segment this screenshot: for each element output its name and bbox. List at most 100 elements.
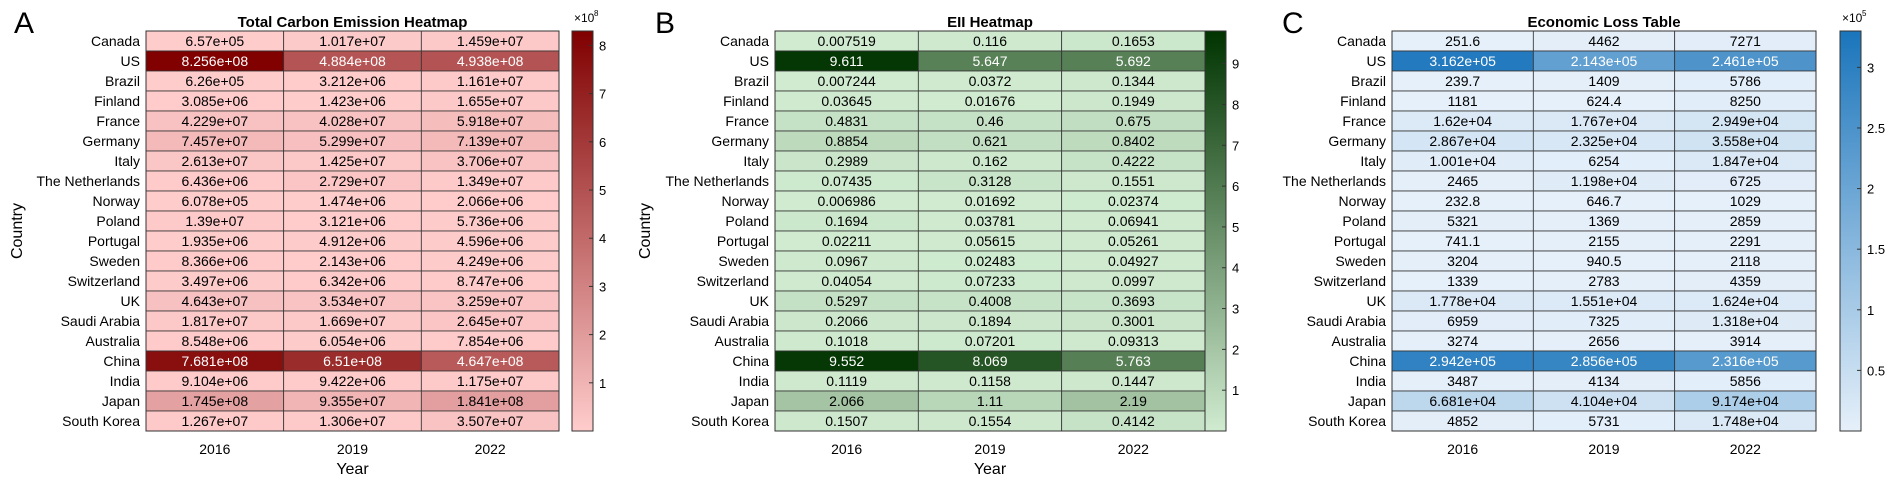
cell-label: 232.8 (1445, 193, 1480, 209)
cell-label: 0.4008 (969, 293, 1012, 309)
cell-label: 0.01692 (965, 193, 1016, 209)
cell-label: 1.847e+04 (1712, 153, 1779, 169)
panel-c-title: Economic Loss Table (1527, 14, 1680, 31)
cell-label: 6.078e+05 (182, 193, 249, 209)
cell-label: 251.6 (1445, 33, 1480, 49)
cell-label: 0.02211 (822, 233, 872, 249)
cell-label: 0.03781 (965, 213, 1016, 229)
colorbar-tick-label: 8 (1232, 97, 1239, 112)
cell-label: 4.912e+06 (319, 233, 386, 249)
colorbar-tick-label: 1.5 (1867, 242, 1885, 257)
country-tick-label: Japan (102, 393, 140, 409)
cell-label: 7271 (1730, 33, 1761, 49)
cell-label: 0.8402 (1112, 133, 1155, 149)
cell-label: 0.06941 (1108, 213, 1159, 229)
cell-label: 4.028e+07 (319, 113, 386, 129)
country-tick-label: France (96, 113, 140, 129)
cell-label: 5.299e+07 (319, 133, 386, 149)
cell-label: 9.174e+04 (1712, 393, 1779, 409)
cell-label: 4.647e+08 (457, 353, 524, 369)
cell-label: 1.267e+07 (182, 413, 249, 429)
cell-label: 2.856e+05 (1571, 353, 1638, 369)
country-tick-label: Finland (1340, 93, 1386, 109)
year-tick-label: 2022 (1730, 441, 1761, 457)
cell-label: 6.436e+06 (182, 173, 249, 189)
cell-label: 0.4831 (825, 113, 868, 129)
panel-a-colorbar-multiplier: ×10 (574, 11, 595, 25)
cell-label: 0.1018 (825, 333, 868, 349)
cell-label: 0.1119 (826, 373, 867, 389)
cell-label: 2.867e+04 (1429, 133, 1496, 149)
panel-a-colorbar (571, 30, 594, 432)
cell-label: 1.39e+07 (185, 213, 244, 229)
cell-label: 1339 (1447, 273, 1478, 289)
year-tick-label: 2022 (1118, 441, 1149, 457)
cell-label: 3.121e+06 (319, 213, 386, 229)
country-tick-label: Italy (1360, 153, 1386, 169)
cell-label: 0.1694 (825, 213, 868, 229)
country-tick-label: China (732, 353, 769, 369)
cell-label: 5.647 (972, 53, 1007, 69)
cell-label: 5.918e+07 (457, 113, 524, 129)
cell-label: 6254 (1588, 153, 1619, 169)
cell-label: 0.3001 (1112, 313, 1155, 329)
cell-label: 0.07233 (965, 273, 1016, 289)
cell-label: 0.2066 (825, 313, 868, 329)
cell-label: 0.2989 (825, 153, 868, 169)
cell-label: 1.318e+04 (1712, 313, 1779, 329)
country-tick-label: Canada (720, 33, 769, 49)
cell-label: 0.5297 (825, 293, 868, 309)
cell-label: 8250 (1730, 93, 1761, 109)
cell-label: 5.736e+06 (457, 213, 524, 229)
cell-label: 3274 (1447, 333, 1478, 349)
cell-label: 1409 (1588, 73, 1619, 89)
cell-label: 0.02374 (1108, 193, 1159, 209)
cell-label: 3.162e+05 (1429, 53, 1496, 69)
cell-label: 0.04927 (1108, 253, 1159, 269)
cell-label: 1.935e+06 (182, 233, 249, 249)
country-tick-label: Poland (725, 213, 769, 229)
year-tick-label: 2019 (974, 441, 1005, 457)
country-tick-label: Norway (722, 193, 769, 209)
panel-c-label: C (1282, 7, 1304, 40)
cell-label: 9.355e+07 (319, 393, 386, 409)
year-tick-label: 2016 (831, 441, 862, 457)
cell-label: 1369 (1588, 213, 1619, 229)
cell-label: 5856 (1730, 373, 1761, 389)
colorbar-tick-label: 2 (1867, 182, 1874, 197)
panel-b-title: EII Heatmap (947, 14, 1033, 31)
cell-label: 1.474e+06 (319, 193, 386, 209)
panel-b-ylabel: Country (637, 203, 654, 259)
cell-label: 1.624e+04 (1712, 293, 1779, 309)
colorbar-tick-label: 3 (599, 279, 606, 294)
cell-label: 1.778e+04 (1429, 293, 1496, 309)
cell-label: 1.001e+04 (1429, 153, 1496, 169)
cell-label: 5321 (1447, 213, 1478, 229)
country-tick-label: US (750, 53, 769, 69)
cell-label: 1.551e+04 (1571, 293, 1638, 309)
cell-label: 0.4222 (1112, 153, 1155, 169)
country-tick-label: Portugal (1334, 233, 1386, 249)
cell-label: 741.1 (1445, 233, 1480, 249)
country-tick-label: Brazil (105, 73, 140, 89)
country-tick-label: South Korea (1308, 413, 1386, 429)
cell-label: 4.884e+08 (319, 53, 386, 69)
cell-label: 0.01676 (965, 93, 1016, 109)
colorbar-tick-label: 2 (599, 328, 606, 343)
country-tick-label: India (110, 373, 141, 389)
cell-label: 0.162 (972, 153, 1007, 169)
cell-label: 2.949e+04 (1712, 113, 1779, 129)
cell-label: 2.19 (1120, 393, 1147, 409)
country-tick-label: Poland (96, 213, 140, 229)
cell-label: 6.681e+04 (1429, 393, 1496, 409)
cell-label: 4.596e+06 (457, 233, 524, 249)
colorbar-tick-label: 5 (599, 183, 606, 198)
cell-label: 7.457e+07 (182, 133, 249, 149)
cell-label: 2.325e+04 (1571, 133, 1638, 149)
cell-label: 4134 (1588, 373, 1619, 389)
cell-label: 5786 (1730, 73, 1761, 89)
colorbar-tick-label: 1 (1232, 383, 1239, 398)
cell-label: 8.747e+06 (457, 273, 524, 289)
country-tick-label: Saudi Arabia (61, 313, 141, 329)
cell-label: 2.942e+05 (1429, 353, 1496, 369)
